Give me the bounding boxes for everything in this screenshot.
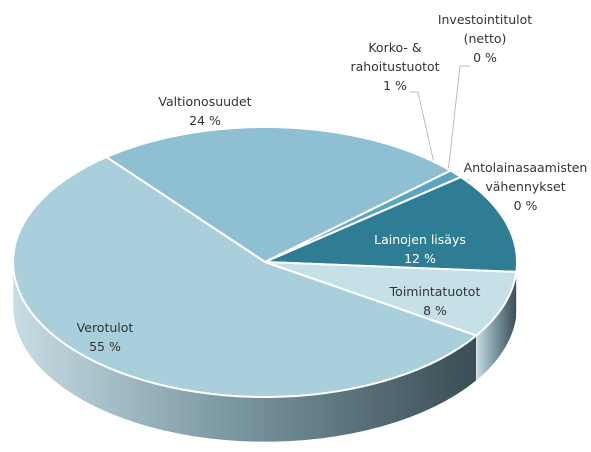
slice-value: 0 % — [473, 50, 497, 65]
slice — [264, 175, 518, 273]
slice-name: Lainojen lisäys — [374, 232, 466, 247]
slice-name: Verotulot — [76, 320, 134, 335]
slice-label: Antolainasaamisten vähennykset 0 % — [458, 158, 591, 215]
slice-value: 0 % — [513, 198, 538, 213]
slice-label: Investointitulot (netto) 0 % — [420, 10, 550, 67]
slice-name: Investointitulot (netto) — [437, 12, 533, 46]
slice-label: Verotulot 55 % — [50, 318, 160, 356]
slice-label: Valtionosuudet 24 % — [150, 92, 260, 130]
slice-value: 12 % — [404, 251, 436, 266]
slice — [12, 155, 479, 398]
slice-value: 8 % — [423, 303, 447, 318]
slice — [264, 261, 518, 337]
slice-value: 1 % — [383, 78, 407, 93]
slice-name: Valtionosuudet — [158, 94, 252, 109]
slice-name: Antolainasaamisten vähennykset — [463, 160, 588, 194]
slice-label: Korko- & rahoitustuotot 1 % — [335, 38, 455, 95]
slice-label: Toimintatuotot 8 % — [375, 282, 495, 320]
slice-name: Korko- & rahoitustuotot — [350, 40, 440, 74]
slice-name: Toimintatuotot — [389, 284, 481, 299]
slice — [104, 125, 453, 264]
slice — [264, 169, 463, 263]
slice-label: Lainojen lisäys 12 % — [355, 230, 485, 268]
slice-value: 24 % — [189, 113, 221, 128]
slice-value: 55 % — [89, 339, 121, 354]
